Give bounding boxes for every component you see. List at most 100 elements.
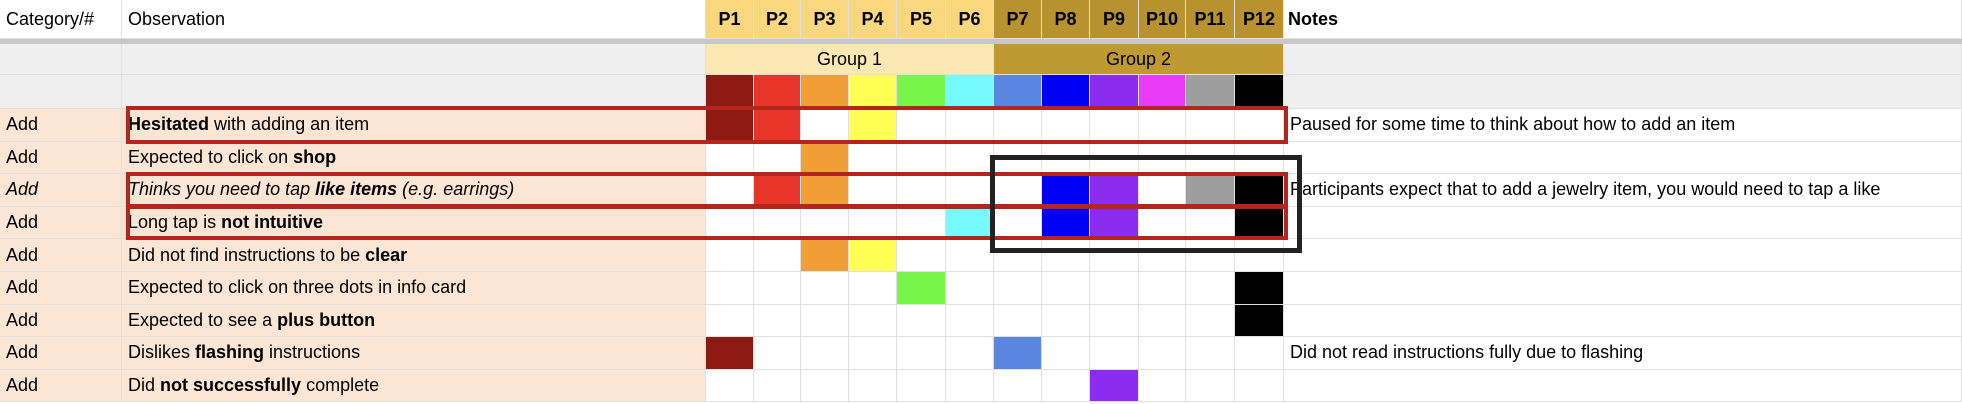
participant-mark xyxy=(1235,174,1284,207)
participant-color xyxy=(1139,75,1186,109)
empty-cell xyxy=(946,272,994,305)
group-label: Group 2 xyxy=(994,44,1284,75)
blank-cell xyxy=(122,44,706,75)
participant-mark xyxy=(994,337,1042,370)
empty-cell xyxy=(1186,239,1235,272)
observation-cell: Did not find instructions to be clear xyxy=(122,239,706,272)
notes-cell xyxy=(1284,304,1962,338)
empty-cell xyxy=(1139,141,1186,175)
empty-cell xyxy=(1042,239,1090,272)
participant-header: P12 xyxy=(1235,0,1284,39)
participant-color xyxy=(801,75,849,109)
observation-text: Expected to see a xyxy=(128,309,278,330)
empty-cell xyxy=(849,369,897,403)
category-cell: Add xyxy=(0,337,122,370)
observation-text: with adding an item xyxy=(209,114,370,135)
empty-cell xyxy=(801,337,849,370)
empty-cell xyxy=(1186,206,1235,240)
empty-cell xyxy=(706,239,754,272)
observation-text: Dislikes xyxy=(128,342,196,363)
empty-cell xyxy=(994,272,1042,305)
participant-mark xyxy=(849,109,897,142)
empty-cell xyxy=(706,272,754,305)
empty-cell xyxy=(1139,272,1186,305)
empty-cell xyxy=(1090,239,1139,272)
empty-cell xyxy=(946,304,994,338)
notes-cell: Paused for some time to think about how … xyxy=(1284,109,1962,142)
category-cell: Add xyxy=(0,369,122,403)
observation-cell: Did not successfully complete xyxy=(122,369,706,403)
empty-cell xyxy=(994,174,1042,207)
category-cell: Add xyxy=(0,304,122,338)
participant-mark xyxy=(1235,206,1284,240)
participant-header: P11 xyxy=(1186,0,1235,39)
participant-header: P5 xyxy=(897,0,946,39)
empty-cell xyxy=(897,304,946,338)
participant-color xyxy=(1235,75,1284,109)
empty-cell xyxy=(1139,206,1186,240)
participant-mark xyxy=(754,174,801,207)
notes-cell xyxy=(1284,369,1962,403)
participant-mark xyxy=(706,109,754,142)
participant-mark xyxy=(1235,272,1284,305)
empty-cell xyxy=(897,239,946,272)
observation-cell: Expected to click on shop xyxy=(122,141,706,175)
observation-text: not successfully xyxy=(160,375,302,396)
notes-cell xyxy=(1284,272,1962,305)
empty-cell xyxy=(754,239,801,272)
header-cell: Notes xyxy=(1284,0,1962,39)
observation-cell: Long tap is not intuitive xyxy=(122,206,706,240)
category-cell: Add xyxy=(0,239,122,272)
empty-cell xyxy=(897,206,946,240)
empty-cell xyxy=(994,206,1042,240)
empty-cell xyxy=(801,206,849,240)
observation-text: shop xyxy=(293,146,337,167)
empty-cell xyxy=(1139,369,1186,403)
participant-color xyxy=(1042,75,1090,109)
empty-cell xyxy=(706,141,754,175)
empty-cell xyxy=(994,109,1042,142)
notes-cell xyxy=(1284,206,1962,240)
empty-cell xyxy=(1235,141,1284,175)
participant-mark xyxy=(1186,174,1235,207)
empty-cell xyxy=(706,174,754,207)
empty-cell xyxy=(946,369,994,403)
empty-cell xyxy=(849,304,897,338)
participant-color xyxy=(754,75,801,109)
empty-cell xyxy=(897,141,946,175)
participant-mark xyxy=(801,239,849,272)
participant-header: P4 xyxy=(849,0,897,39)
observation-text: (e.g. earrings) xyxy=(397,179,515,200)
empty-cell xyxy=(994,369,1042,403)
participant-header: P8 xyxy=(1042,0,1090,39)
participant-header: P1 xyxy=(706,0,754,39)
empty-cell xyxy=(1042,337,1090,370)
participant-header: P7 xyxy=(994,0,1042,39)
participant-color xyxy=(897,75,946,109)
empty-cell xyxy=(897,369,946,403)
participant-color xyxy=(849,75,897,109)
participant-mark xyxy=(1090,174,1139,207)
empty-cell xyxy=(754,206,801,240)
observation-text: Thinks you need to tap xyxy=(128,179,316,200)
notes-cell: Did not read instructions fully due to f… xyxy=(1284,337,1962,370)
observation-text: Hesitated xyxy=(128,114,210,135)
participant-mark xyxy=(1042,174,1090,207)
observation-text: Expected to click on xyxy=(128,146,294,167)
participant-header: P6 xyxy=(946,0,994,39)
observation-text: Long tap is xyxy=(128,212,222,233)
participant-mark xyxy=(1235,304,1284,338)
empty-cell xyxy=(1139,239,1186,272)
participant-mark xyxy=(801,174,849,207)
empty-cell xyxy=(754,141,801,175)
empty-cell xyxy=(754,337,801,370)
empty-cell xyxy=(946,239,994,272)
observation-text: complete xyxy=(301,375,380,396)
empty-cell xyxy=(1042,369,1090,403)
participant-header: P10 xyxy=(1139,0,1186,39)
participant-mark xyxy=(754,109,801,142)
participant-mark xyxy=(897,272,946,305)
observation-cell: Thinks you need to tap like items (e.g. … xyxy=(122,174,706,207)
empty-cell xyxy=(946,109,994,142)
participant-header: P3 xyxy=(801,0,849,39)
